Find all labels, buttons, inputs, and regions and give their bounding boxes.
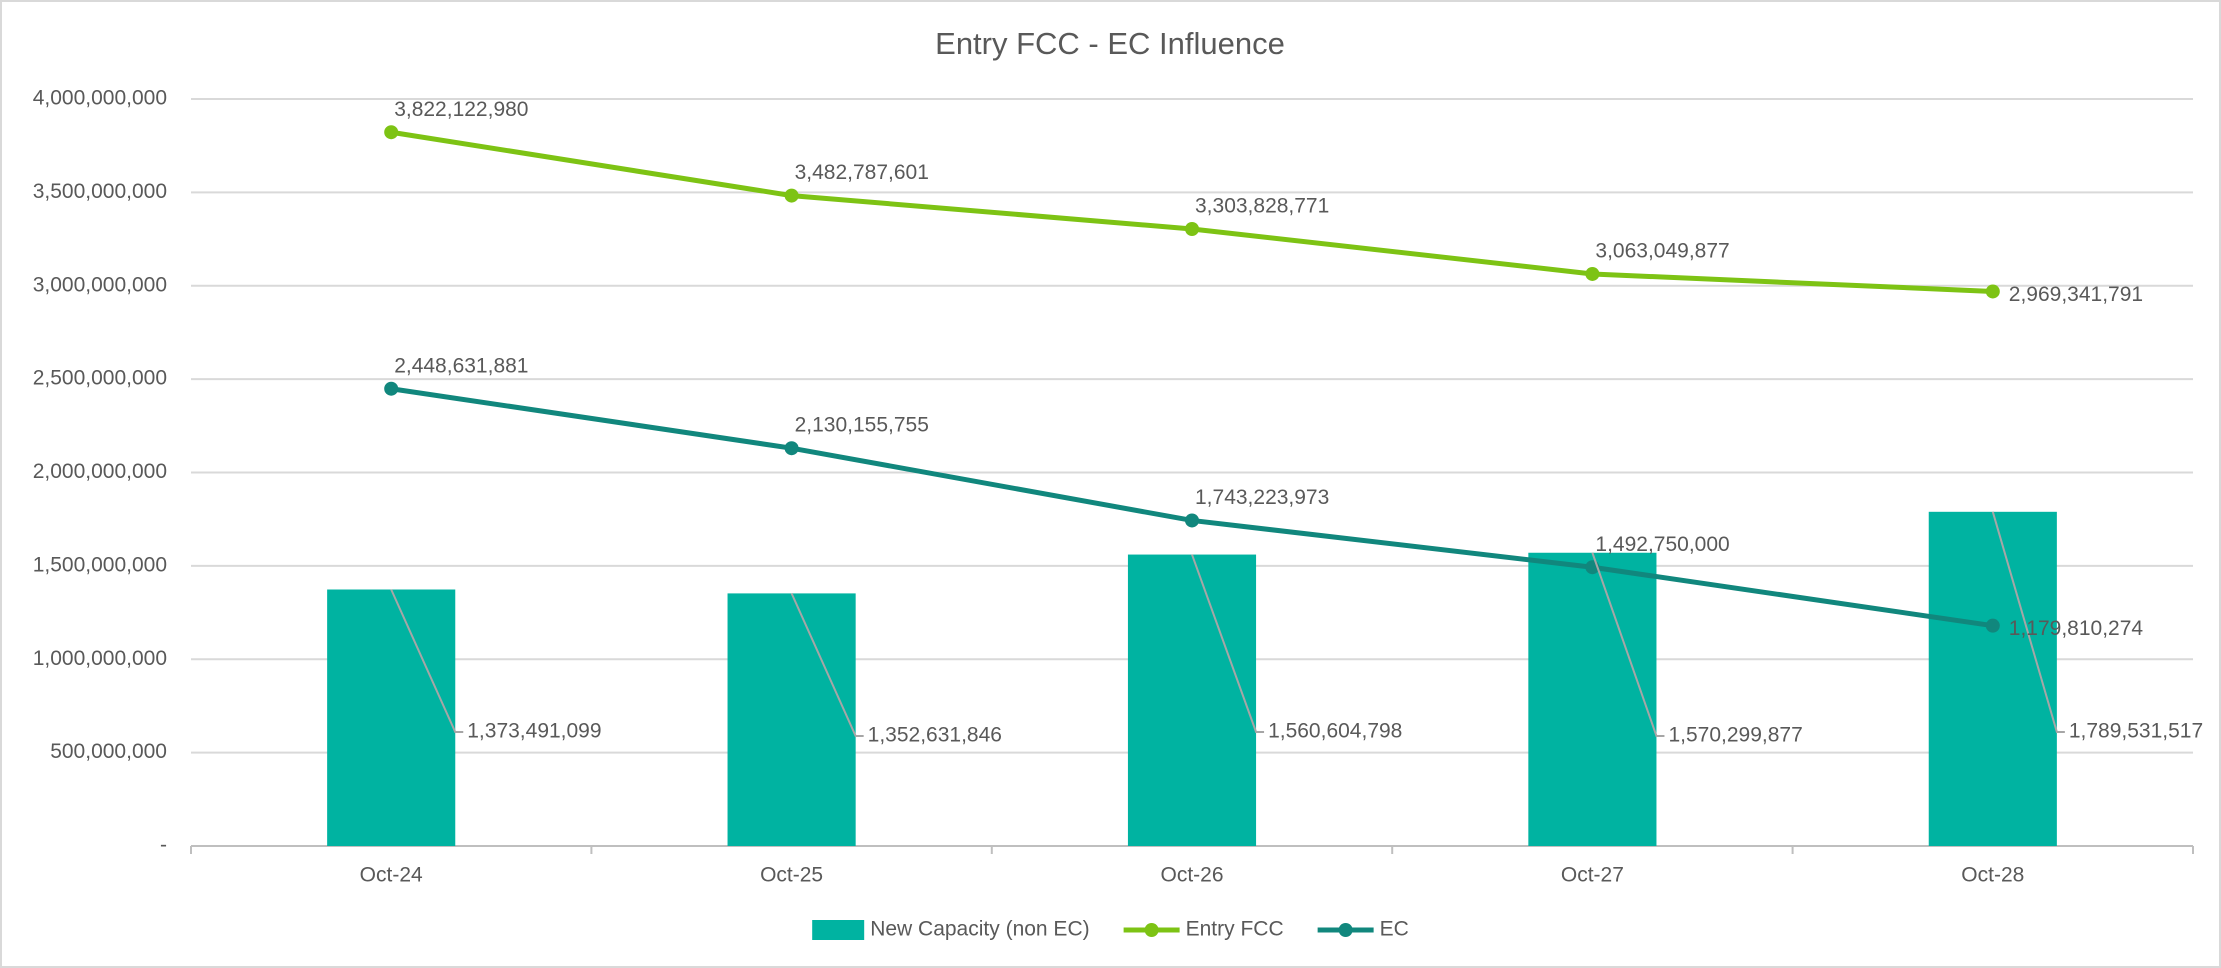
x-tick-label: Oct-27 bbox=[1561, 864, 1624, 887]
data-label: 1,179,810,274 bbox=[2009, 617, 2144, 640]
legend-swatch bbox=[812, 920, 865, 940]
y-tick-label: 3,500,000,000 bbox=[33, 180, 167, 203]
leader-line bbox=[1591, 552, 1665, 737]
legend-item: Entry FCC bbox=[1123, 918, 1284, 941]
line-marker bbox=[1185, 222, 1199, 237]
y-tick-label: 3,000,000,000 bbox=[33, 273, 167, 296]
bar bbox=[1928, 511, 2057, 846]
line-marker bbox=[1585, 266, 1600, 281]
data-label: 1,373,491,099 bbox=[467, 720, 601, 743]
data-label: 3,303,828,771 bbox=[1195, 195, 1329, 218]
legend-swatch bbox=[1338, 923, 1353, 937]
legend-label: EC bbox=[1380, 918, 1409, 941]
data-label: 1,789,531,517 bbox=[2069, 720, 2203, 743]
x-tick-label: Oct-25 bbox=[760, 864, 823, 887]
leader-line bbox=[390, 589, 464, 733]
bar bbox=[1127, 554, 1257, 846]
line-marker bbox=[384, 381, 399, 396]
bar bbox=[1528, 552, 1657, 846]
data-label: 1,743,223,973 bbox=[1195, 486, 1329, 509]
x-tick-label: Oct-28 bbox=[1961, 864, 2024, 887]
data-label: 3,482,787,601 bbox=[795, 161, 929, 184]
data-label: 2,448,631,881 bbox=[394, 354, 528, 377]
data-label: 1,352,631,846 bbox=[868, 724, 1002, 747]
legend-item: EC bbox=[1317, 918, 1409, 941]
legend-item: New Capacity (non EC) bbox=[812, 918, 1090, 941]
y-tick-label: 2,500,000,000 bbox=[33, 367, 167, 390]
leader-line bbox=[790, 592, 864, 737]
line-marker bbox=[1985, 284, 2000, 299]
y-tick-label: 4,000,000,000 bbox=[33, 87, 167, 110]
bar bbox=[727, 593, 856, 846]
data-label: 3,822,122,980 bbox=[394, 98, 528, 121]
x-tick-label: Oct-26 bbox=[1160, 864, 1223, 887]
leader-line bbox=[1991, 511, 2065, 733]
line-marker bbox=[784, 188, 799, 203]
line-marker bbox=[384, 125, 399, 140]
bar bbox=[327, 589, 456, 846]
y-tick-label: 500,000,000 bbox=[50, 740, 167, 763]
y-tick-label: 1,500,000,000 bbox=[33, 553, 167, 576]
data-label: 1,492,750,000 bbox=[1595, 533, 1729, 556]
line-marker bbox=[1985, 618, 2000, 633]
y-tick-label: 1,000,000,000 bbox=[33, 647, 167, 670]
legend-label: New Capacity (non EC) bbox=[870, 918, 1089, 941]
data-label: 2,969,341,791 bbox=[2009, 283, 2143, 306]
data-label: 1,560,604,798 bbox=[1268, 720, 1402, 743]
leader-line bbox=[1191, 554, 1265, 733]
data-label: 1,570,299,877 bbox=[1668, 724, 1802, 747]
y-tick-label: - bbox=[160, 834, 167, 857]
x-tick-label: Oct-24 bbox=[360, 864, 423, 887]
legend-label: Entry FCC bbox=[1186, 918, 1284, 941]
y-tick-label: 2,000,000,000 bbox=[33, 460, 167, 483]
chart-title: Entry FCC - EC Influence bbox=[935, 26, 1285, 61]
data-label: 2,130,155,755 bbox=[795, 414, 929, 437]
data-label: 3,063,049,877 bbox=[1595, 240, 1729, 263]
line-marker bbox=[784, 441, 799, 456]
legend-swatch bbox=[1144, 923, 1159, 937]
line-marker bbox=[1185, 513, 1199, 528]
